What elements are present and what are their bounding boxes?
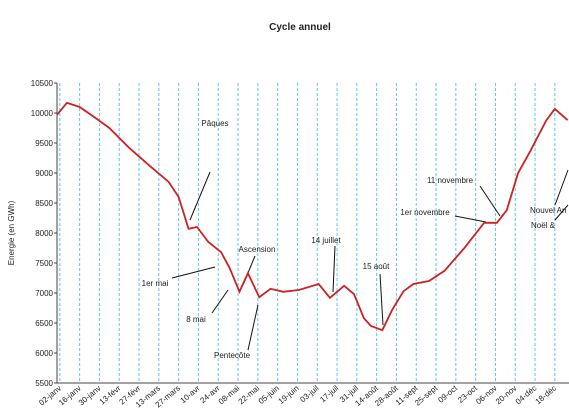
y-tick-label: 6500 <box>35 319 53 328</box>
y-tick-label: 8500 <box>35 199 53 208</box>
x-tick-label: 09-oct <box>436 383 459 405</box>
y-tick-label: 7500 <box>35 259 53 268</box>
annotation: 8 mai <box>186 315 206 324</box>
annotation: 1er mai <box>142 279 169 288</box>
annotation: Pâques <box>201 119 228 128</box>
annotation: 1er novembre <box>400 208 450 217</box>
chart-title: Cycle annuel <box>269 22 331 33</box>
y-tick-label: 9500 <box>35 139 53 148</box>
y-tick-label: 8000 <box>35 229 53 238</box>
annotation: Ascension <box>239 245 276 254</box>
y-tick-label: 6000 <box>35 349 53 358</box>
y-axis-label: Energie (en GWh) <box>7 200 16 265</box>
x-tick-label: 04-déc <box>514 384 539 407</box>
x-tick-label: 13-févr <box>98 383 123 406</box>
y-tick-label: 10000 <box>31 109 54 118</box>
x-tick-label: 06-nov <box>474 384 499 407</box>
x-tick-label: 19-juin <box>277 384 301 406</box>
x-tick-label: 25-sept <box>413 383 440 408</box>
x-tick-label: 05-juin <box>257 384 281 406</box>
annotation: Nouvel An <box>530 206 566 215</box>
x-tick-label: 10-avr <box>179 383 202 405</box>
x-tick-label: 08-mai <box>217 383 242 406</box>
annotation-arrows <box>171 169 569 351</box>
x-tick-label: 18-déc <box>534 384 559 407</box>
x-tick-label: 03-juil <box>298 383 320 404</box>
annotation: Noël & <box>531 221 556 230</box>
y-tick-label: 5500 <box>35 379 53 388</box>
line <box>56 101 569 332</box>
annotation: Pentecôte <box>214 351 251 360</box>
annotation: 15 août <box>363 262 390 271</box>
y-tick-label: 7000 <box>35 289 53 298</box>
y-tick-label: 10500 <box>31 79 54 88</box>
y-tick-label: 9000 <box>35 169 53 178</box>
grid <box>59 83 556 383</box>
annotation: 11 novembre <box>427 176 474 185</box>
x-tick-label: 20-nov <box>494 384 519 407</box>
x-tick-label: 17-juil <box>318 383 340 404</box>
x-tick-label: 30-janv <box>77 384 103 408</box>
annotation: 14 juillet <box>311 236 341 245</box>
x-tick-label: 22-mai <box>237 383 262 406</box>
